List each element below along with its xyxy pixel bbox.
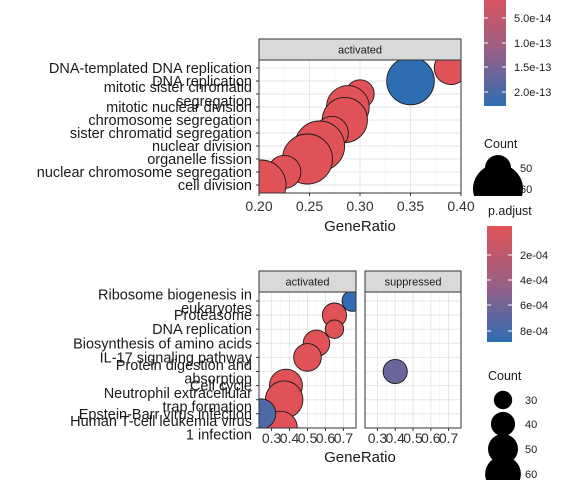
category-label: Ribosome biogenesis in [98,287,252,303]
points-layer [259,60,461,193]
x-tick-label: 0.3 [368,430,388,446]
size-legend-label: 30 [525,395,537,407]
x-tick-label: 0.5 [298,430,318,446]
size-legend-label: 40 [525,419,537,431]
category-label: Biosynthesis of amino acids [73,336,252,352]
x-tick-label: 0.7 [439,430,459,446]
category-label: Neutrophil extracellular [104,386,252,402]
category-label: organelle fission [147,152,252,168]
size-legend-title: Count [484,137,518,151]
size-legend-label: 60 [520,184,532,196]
category-label: eukaryotes [181,301,252,317]
y-axis-labels: Ribosome biogenesis ineukaryotesProteaso… [70,287,259,444]
x-axis-title: GeneRatio [324,218,396,235]
data-point [382,358,408,385]
category-label: Proteasome [174,308,252,324]
category-label: Cell cycle [190,379,252,395]
category-label: segregation [176,94,252,110]
x-tick-label: 0.3 [262,430,282,446]
colorbar-tick-label: 2e-04 [520,250,548,262]
size-legend-label: 50 [520,163,532,175]
colorbar-tick-label: 4e-04 [520,275,548,287]
x-tick-label: 0.4 [385,430,405,446]
colorbar-tick-label: 8e-04 [520,326,548,338]
size-legend-dot [490,411,516,437]
size-legend-dot [473,164,523,196]
data-point [259,398,277,428]
color-legend-title: p.adjust [488,204,532,218]
data-point [293,343,322,372]
facet-panel-activated: activated 0.20 0.25 0.30 0.35 0.40 [245,38,475,214]
size-legend-keys: 50 60 [473,155,532,196]
facet-strip-label: activated [338,45,382,57]
category-label: mitotic nuclear division [106,100,252,116]
category-label: Human T-cell leukemia virus [70,414,252,430]
colorbar-tick-label: 1.0e-13 [514,38,551,50]
colorbar-tick-label: 1.5e-13 [514,62,551,74]
kegg-dotplot: activated0.30.40.50.60.7suppressed0.30.4… [70,204,548,480]
category-label: absorption [184,371,252,387]
category-label: trap formation [163,399,252,415]
color-legend: 5.0e-14 1.0e-13 1.5e-13 2.0e-13 [484,0,551,106]
colorbar [484,0,506,106]
facet-strip-label: suppressed [385,277,442,289]
data-point [433,60,461,86]
data-point [324,319,345,339]
x-tick-label: 0.20 [245,198,272,214]
size-legend-label: 60 [525,469,537,480]
category-label: nuclear division [152,139,252,155]
x-tick-label: 0.7 [334,430,354,446]
x-tick-label: 0.25 [296,198,323,214]
size-legend-dot [493,390,513,410]
size-legend-label: 50 [525,444,537,456]
size-legend-dot [488,434,518,464]
x-tick-label: 0.6 [316,430,336,446]
x-tick-label: 0.4 [280,430,300,446]
category-label: cell division [178,178,252,194]
category-label: 1 infection [186,428,252,444]
colorbar [487,226,512,342]
color-legend: p.adjust 2e-04 4e-04 6e-04 8e-04 [487,204,548,342]
category-label: mitotic sister chromatid [104,80,252,96]
size-legend-keys: 30 40 50 60 [485,390,537,480]
x-tick-label: 0.30 [346,198,373,214]
category-label: DNA replication [152,74,252,90]
size-legend-dot [485,456,521,480]
x-tick-label: 0.40 [447,198,474,214]
data-point [341,292,356,312]
category-label: chromosome segregation [88,113,252,129]
colorbar-tick-label: 5.0e-14 [514,13,551,25]
category-label: nuclear chromosome segregation [37,165,252,181]
data-point [386,60,435,106]
size-legend-title: Count [488,369,522,383]
category-label: DNA-templated DNA replication [49,61,252,77]
go-dotplot: activated 0.20 0.25 0.30 0.35 0.40 DNA-templat… [37,0,551,235]
facet-panel-suppressed: suppressed 0.30.40.50.60.7 [364,270,462,446]
category-label: IL-17 signaling pathway [100,350,253,366]
facet-panel-activated: activated 0.30.40.50.60.7 [258,270,357,446]
facet-strip-label: activated [285,277,329,289]
category-label: DNA replication [152,322,252,338]
x-axis-title: GeneRatio [324,449,396,466]
category-label: sister chromatid segregation [70,126,252,142]
category-label: Epstein-Barr virus infection [79,407,252,423]
colorbar-tick-label: 2.0e-13 [514,87,551,99]
data-point [259,159,287,193]
x-tick-label: 0.35 [397,198,424,214]
category-label: Protein digestion and [116,358,252,374]
x-tick-label: 0.5 [403,430,423,446]
points-layer [382,358,408,385]
colorbar-tick-label: 6e-04 [520,300,548,312]
x-tick-label: 0.6 [421,430,441,446]
